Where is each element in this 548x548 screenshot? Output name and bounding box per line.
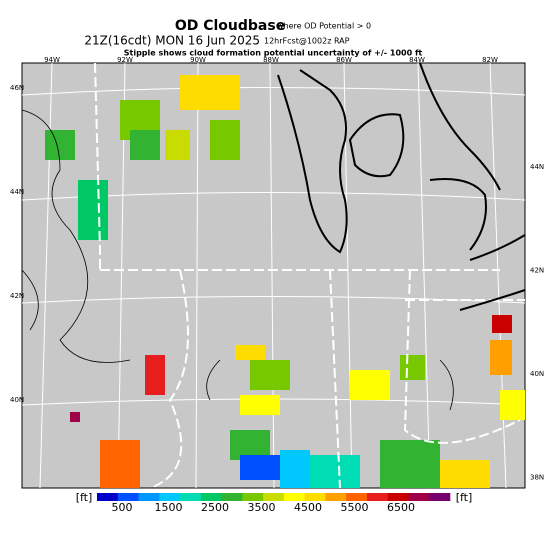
colorbar-swatch xyxy=(159,493,181,501)
valid-time: 21Z(16cdt) MON 16 Jun 2025 xyxy=(84,34,260,48)
top-labels: 94W 92W 90W 88W 86W 84W 82W xyxy=(44,56,498,64)
colorbar: 500 1500 2500 3500 4500 5500 6500 xyxy=(97,493,451,514)
lon-label: 92W xyxy=(117,56,133,64)
data-cells xyxy=(45,75,525,488)
state-borders xyxy=(94,62,525,489)
colorbar-label: 6500 xyxy=(387,501,415,514)
colorbar-swatch xyxy=(263,493,285,501)
colorbar-swatch xyxy=(283,493,305,501)
right-labels: 44N 42N 40N 38N xyxy=(530,163,544,482)
colorbar-swatch xyxy=(200,493,222,501)
lon-label: 84W xyxy=(409,56,425,64)
lat-label: 40N xyxy=(530,370,544,378)
colorbar-swatch xyxy=(180,493,202,501)
colorbar-swatch xyxy=(242,493,264,501)
lat-label: 46N xyxy=(10,84,24,92)
lat-label: 40N xyxy=(10,396,24,404)
map xyxy=(21,62,526,489)
lon-label: 88W xyxy=(263,56,279,64)
lat-label: 38N xyxy=(530,474,544,482)
colorbar-label: 3500 xyxy=(248,501,276,514)
colorbar-swatch xyxy=(346,493,368,501)
colorbar-swatch xyxy=(387,493,409,501)
lat-label: 44N xyxy=(530,163,544,171)
colorbar-unit: [ft] xyxy=(456,491,473,504)
contours xyxy=(21,109,454,411)
colorbar-swatch xyxy=(221,493,243,501)
title: OD Cloudbase xyxy=(175,18,285,34)
lat-label: 44N xyxy=(10,188,24,196)
colorbar-swatch xyxy=(325,493,347,501)
lat-label: 42N xyxy=(10,292,24,300)
colorbar-swatch xyxy=(304,493,326,501)
lon-label: 90W xyxy=(190,56,206,64)
lon-label: 82W xyxy=(482,56,498,64)
colorbar-swatch xyxy=(366,493,389,501)
forecast-info: 12hrFcst@1002z RAP xyxy=(264,37,350,46)
lakes xyxy=(277,62,526,311)
colorbar-swatch xyxy=(117,493,139,501)
graticule xyxy=(21,62,526,489)
colorbar-swatch xyxy=(138,493,160,501)
colorbar-swatch xyxy=(408,493,430,501)
colorbar-label: 5500 xyxy=(341,501,369,514)
title-note: where OD Potential > 0 xyxy=(277,22,371,31)
lon-label: 86W xyxy=(336,56,352,64)
colorbar-swatch xyxy=(97,493,119,501)
lon-label: 94W xyxy=(44,56,60,64)
colorbar-swatch xyxy=(429,493,451,501)
colorbar-label: 2500 xyxy=(201,501,229,514)
colorbar-unit: [ft] xyxy=(76,491,93,504)
colorbar-label: 1500 xyxy=(155,501,183,514)
colorbar-label: 500 xyxy=(112,501,133,514)
stipple-note: Stipple shows cloud formation potential … xyxy=(124,49,423,58)
colorbar-label: 4500 xyxy=(294,501,322,514)
lat-label: 42N xyxy=(530,267,544,275)
left-labels: 46N 44N 42N 40N xyxy=(10,84,24,404)
